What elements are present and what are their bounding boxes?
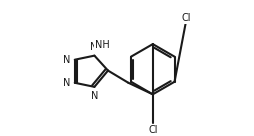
Text: N: N <box>91 91 98 101</box>
Text: Cl: Cl <box>182 13 192 23</box>
Text: N: N <box>63 55 70 65</box>
Text: Cl: Cl <box>148 125 157 135</box>
Text: N: N <box>90 42 98 52</box>
Text: N: N <box>63 78 70 88</box>
Text: NH: NH <box>95 41 110 50</box>
